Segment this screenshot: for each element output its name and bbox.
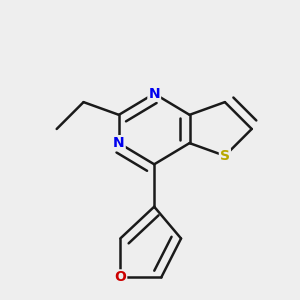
Text: O: O	[114, 270, 126, 284]
Text: N: N	[148, 87, 160, 100]
Text: S: S	[220, 149, 230, 163]
Text: N: N	[113, 136, 125, 150]
